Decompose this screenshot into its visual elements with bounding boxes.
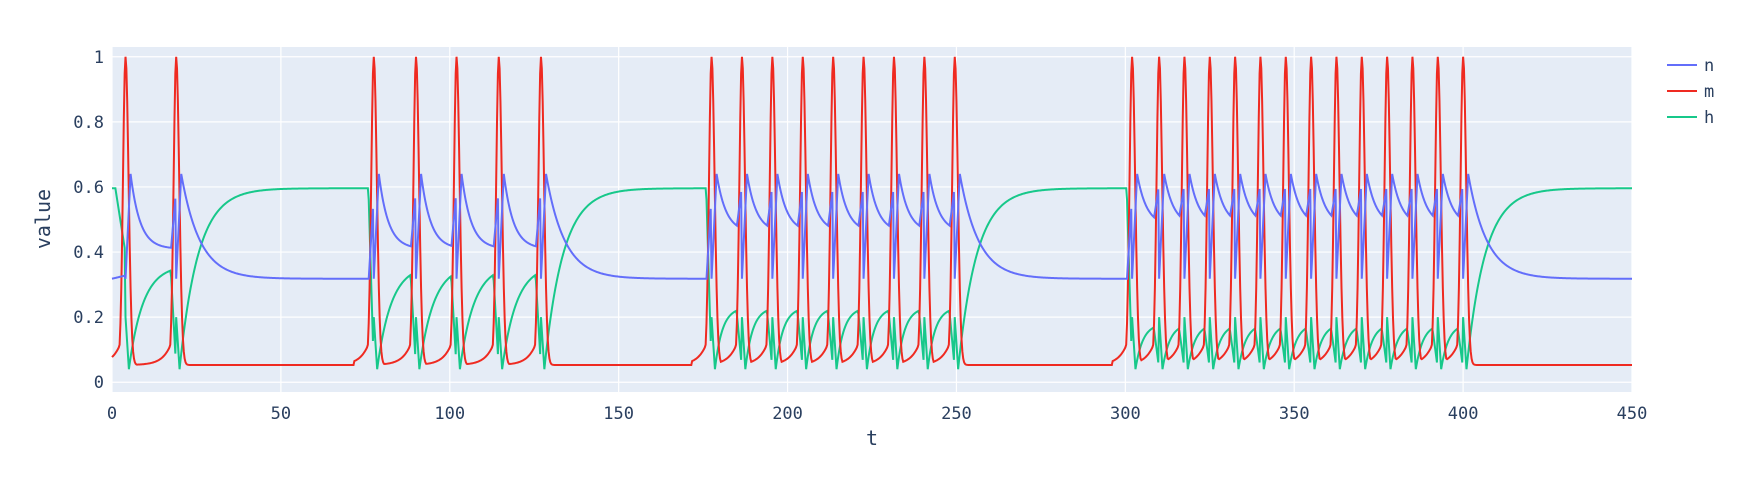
x-tick-label: 50: [271, 404, 291, 424]
y-tick-label: 0.6: [73, 178, 104, 198]
x-tick-label: 400: [1448, 404, 1479, 424]
series-h-line: [112, 187, 1632, 370]
y-tick-label: 0.8: [73, 113, 104, 133]
series-m-line: [111, 56, 1632, 366]
y-tick-label: 1: [94, 48, 104, 68]
x-tick-label: 450: [1617, 404, 1648, 424]
legend-item-m[interactable]: m: [1667, 82, 1714, 102]
y-tick-label: 0: [94, 373, 104, 393]
y-tick-label: 0.4: [73, 243, 104, 263]
series-n-line: [111, 173, 1632, 280]
x-tick-label: 100: [434, 404, 465, 424]
series-layer: [111, 56, 1632, 370]
legend-label: h: [1704, 108, 1714, 128]
x-tick-label: 250: [941, 404, 972, 424]
x-tick-label: 200: [772, 404, 803, 424]
legend-item-n[interactable]: n: [1667, 56, 1714, 76]
x-axis-title: t: [866, 426, 878, 450]
legend-item-h[interactable]: h: [1667, 108, 1714, 128]
x-tick-label: 350: [1279, 404, 1310, 424]
legend-label: m: [1704, 82, 1714, 102]
plot-background: [112, 47, 1632, 392]
y-tick-label: 0.2: [73, 308, 104, 328]
axes: 0 50 100 150 200 250 300 350 400 450 0 0.2 0.4 0.6 0.8…: [73, 48, 1647, 424]
x-tick-label: 0: [107, 404, 117, 424]
legend[interactable]: nmh: [1667, 56, 1714, 128]
x-tick-label: 300: [1110, 404, 1141, 424]
legend-label: n: [1704, 56, 1714, 76]
x-tick-label: 150: [603, 404, 634, 424]
y-axis-title: value: [31, 189, 55, 249]
